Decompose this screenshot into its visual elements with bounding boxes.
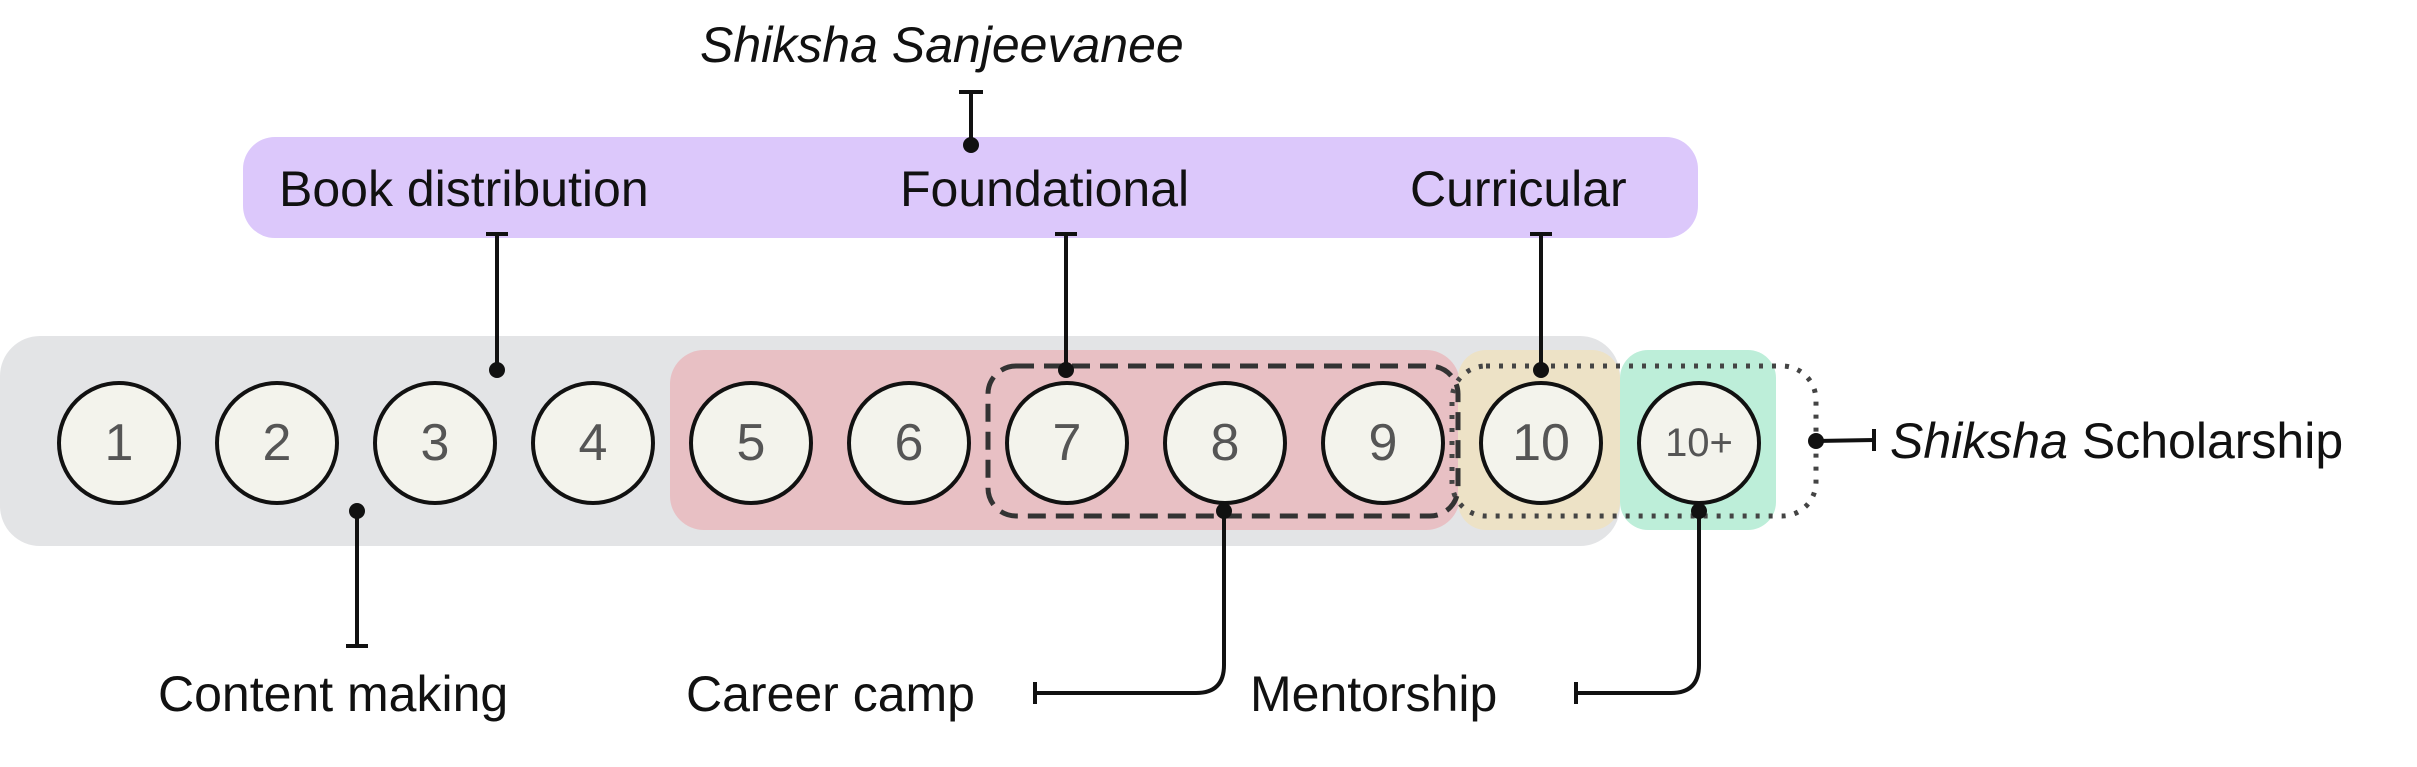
- scholarship-label-italic: Shiksha: [1890, 413, 2068, 469]
- grade-label-3: 3: [421, 414, 450, 472]
- grade-label-5: 5: [737, 414, 766, 472]
- career-camp-connector-dot: [1216, 503, 1232, 519]
- scholarship-connector: [1815, 438, 1875, 443]
- grade-circle-4: [531, 381, 655, 505]
- connectors: [346, 90, 1876, 704]
- foundational-connector-dot: [1058, 362, 1074, 378]
- grade-numbers: 1 2 3 4 5 6 7 8 9 10 10+: [105, 414, 1733, 472]
- mentorship-label: Mentorship: [1250, 666, 1497, 722]
- scholarship-label: Shiksha Scholarship: [1890, 413, 2343, 469]
- grade-label-10: 10: [1512, 414, 1570, 472]
- grade-circle-6: [847, 381, 971, 505]
- grade-circles: [57, 381, 1761, 505]
- mentorship-connector: [1576, 511, 1701, 695]
- career-camp-connector: [1035, 511, 1226, 695]
- mentorship-connector-dot: [1691, 503, 1707, 519]
- grade-circle-1: [57, 381, 181, 505]
- grade-circle-7: [1005, 381, 1129, 505]
- scholarship-label-rest: Scholarship: [2082, 413, 2343, 469]
- career-camp-group-outline: [985, 363, 1461, 519]
- curricular-connector-dot: [1533, 362, 1549, 378]
- grade-label-2: 2: [263, 414, 292, 472]
- book-distribution-label: Book distribution: [279, 161, 649, 217]
- foundational-label: Foundational: [900, 161, 1189, 217]
- grade-label-6: 6: [895, 414, 924, 472]
- grade-circle-10: [1479, 381, 1603, 505]
- grade-label-1: 1: [105, 414, 134, 472]
- grade-circle-3: [373, 381, 497, 505]
- grade-label-9: 9: [1369, 414, 1398, 472]
- curricular-label: Curricular: [1410, 161, 1627, 217]
- grade-circle-8: [1163, 381, 1287, 505]
- content-making-label: Content making: [158, 666, 508, 722]
- grade-circle-2: [215, 381, 339, 505]
- career-camp-label: Career camp: [686, 666, 975, 722]
- title-connector-dot: [963, 137, 979, 153]
- sanjeevanee-band: [243, 137, 1698, 238]
- content-making-connector-dot: [349, 503, 365, 519]
- grade-label-10plus: 10+: [1665, 421, 1733, 465]
- grade-circle-5: [689, 381, 813, 505]
- program-title: Shiksha Sanjeevanee: [700, 17, 1184, 73]
- book-distribution-connector-dot: [489, 362, 505, 378]
- scholarship-connector-dot: [1808, 433, 1824, 449]
- grade-label-7: 7: [1053, 414, 1082, 472]
- grade-circle-9: [1321, 381, 1445, 505]
- grade-label-8: 8: [1211, 414, 1240, 472]
- grade-label-4: 4: [579, 414, 608, 472]
